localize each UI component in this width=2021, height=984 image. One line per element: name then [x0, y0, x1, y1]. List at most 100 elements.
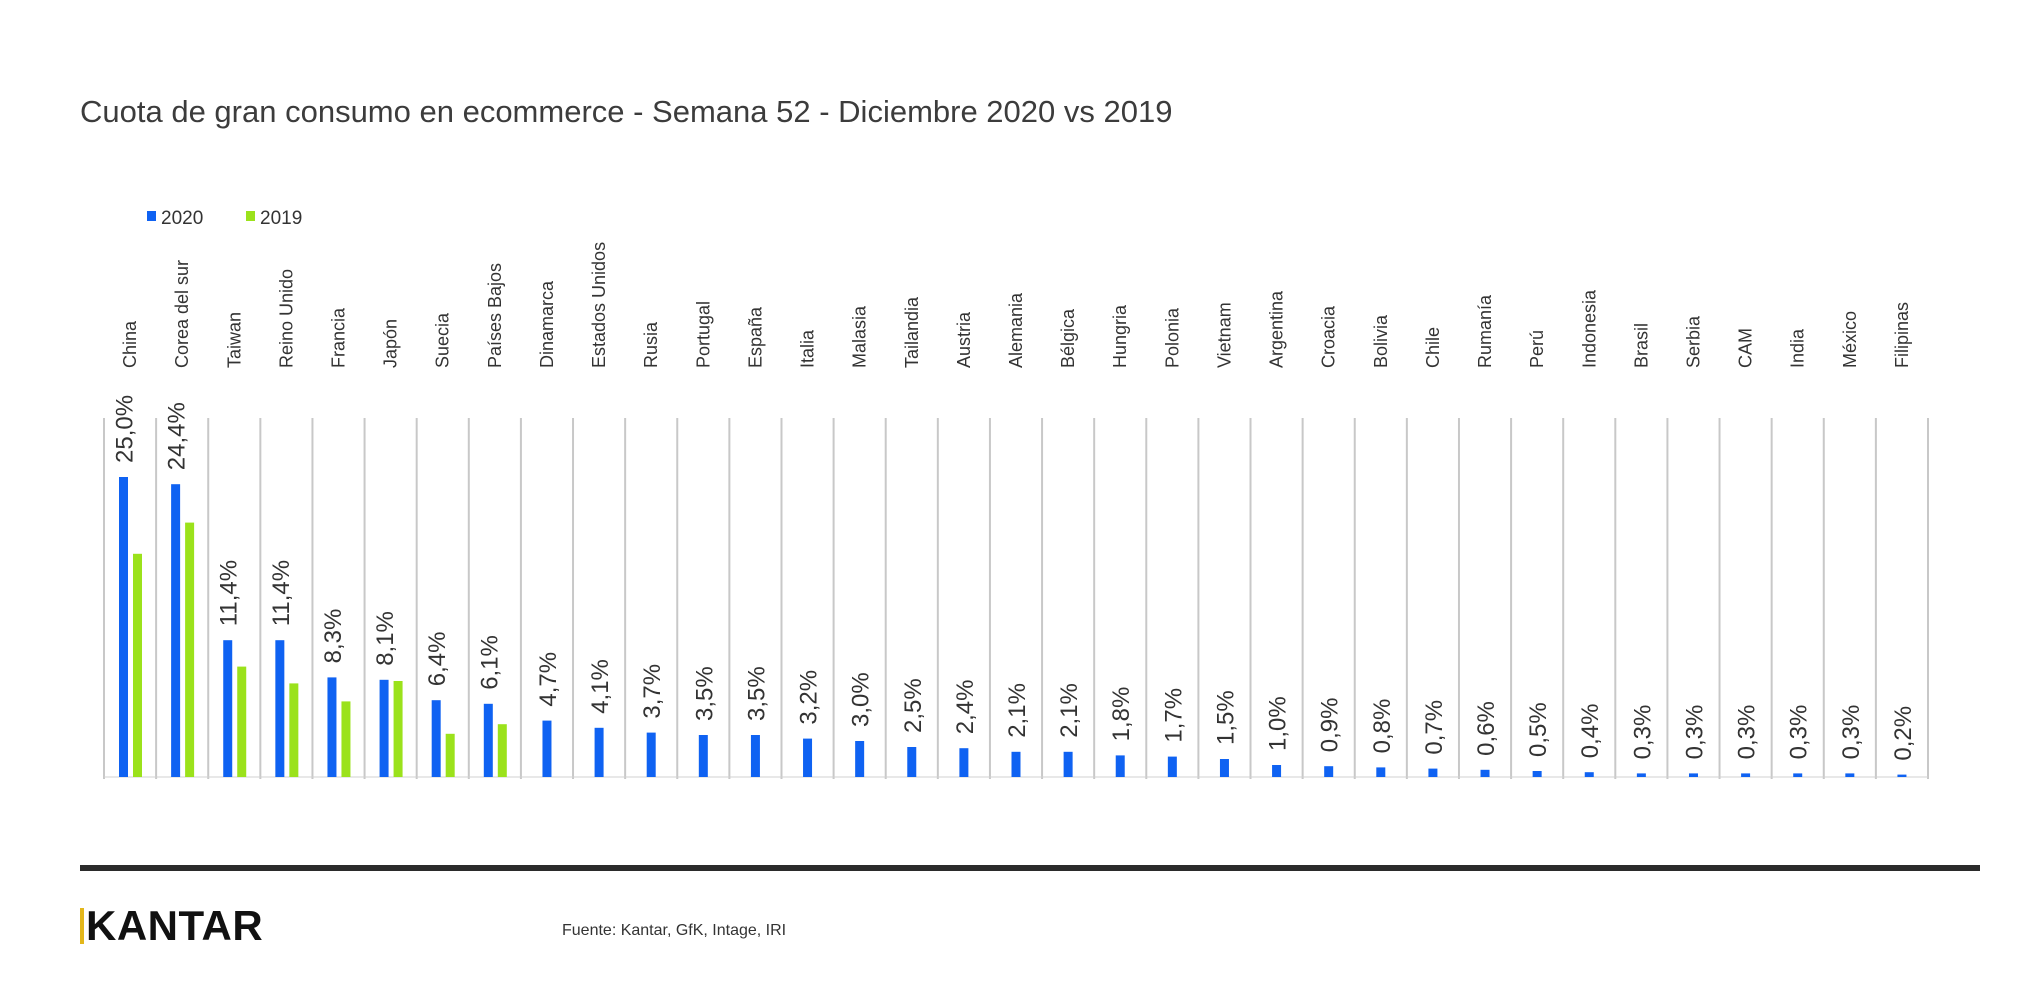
bar-2020 — [959, 748, 969, 777]
category-label: Rumanía — [1475, 294, 1495, 368]
category-label: Serbia — [1683, 315, 1703, 368]
category-label: México — [1840, 311, 1860, 368]
bar-2020 — [803, 738, 813, 777]
data-label-2020: 0,3% — [1838, 705, 1865, 760]
data-label-2020: 0,2% — [1890, 706, 1917, 761]
bar-2020 — [855, 741, 865, 777]
bar-2020 — [1376, 767, 1386, 777]
data-label-2020: 0,6% — [1473, 701, 1500, 756]
bar-2020 — [1219, 759, 1229, 777]
data-label-2020: 3,7% — [639, 664, 666, 719]
data-label-2020: 0,9% — [1317, 697, 1344, 752]
data-label-2020: 0,5% — [1525, 702, 1552, 757]
bar-2020 — [594, 727, 604, 777]
data-label-2020: 0,3% — [1681, 705, 1708, 760]
category-label: Dinamarca — [537, 280, 557, 368]
data-label-2020: 3,5% — [691, 666, 718, 721]
category-label: Perú — [1527, 330, 1547, 368]
data-label-2020: 24,4% — [164, 402, 191, 470]
category-labels: China Corea del sur Taiwan Reino Unido Franc… — [120, 242, 1912, 368]
bar-2019 — [237, 666, 247, 777]
category-label: Filipinas — [1892, 302, 1912, 368]
category-label: Reino Unido — [276, 269, 296, 368]
bar-2020 — [646, 732, 656, 777]
category-label: Taiwan — [224, 312, 244, 368]
bar-chart: 2020 2019 China Corea del sur Taiwan Reino U… — [103, 208, 1929, 779]
footer-divider — [80, 865, 1980, 871]
bar-2020 — [483, 703, 493, 777]
legend-swatch-2020 — [147, 211, 156, 221]
category-label: Corea del sur — [172, 260, 192, 368]
bar-2020 — [223, 640, 233, 777]
bar-2020 — [1793, 773, 1803, 777]
bar-2020 — [1115, 755, 1125, 777]
data-label-2020: 2,1% — [1056, 683, 1083, 738]
category-label: Bolivia — [1371, 314, 1391, 368]
category-label: China — [120, 320, 140, 368]
category-label: Vietnam — [1214, 302, 1234, 368]
chart-title: Cuota de gran consumo en ecommerce - Sem… — [80, 94, 1173, 129]
data-label-2020: 0,4% — [1577, 703, 1604, 758]
data-label-2020: 6,1% — [476, 635, 503, 690]
bar-2020 — [1167, 756, 1177, 777]
legend-label-2020: 2020 — [161, 208, 203, 229]
data-label-2020: 1,0% — [1265, 696, 1292, 751]
category-label: Alemania — [1006, 292, 1026, 368]
bar-2020 — [431, 700, 441, 777]
data-label-2020: 0,3% — [1629, 705, 1656, 760]
category-label: Chile — [1423, 327, 1443, 368]
data-label-2020: 11,4% — [268, 560, 295, 626]
bar-2020 — [1480, 769, 1490, 777]
category-label: Brasil — [1631, 323, 1651, 368]
category-label: Indonesia — [1579, 289, 1599, 368]
logo-text: KANTAR — [86, 902, 264, 949]
category-label: Tailandia — [902, 296, 922, 368]
bar-2019 — [445, 733, 455, 777]
bar-2020 — [119, 477, 128, 777]
legend-label-2019: 2019 — [260, 208, 302, 229]
bar-2020 — [327, 677, 337, 777]
bar-2020 — [1897, 774, 1907, 777]
data-label-2020: 2,1% — [1004, 683, 1031, 738]
bar-2020 — [1688, 773, 1698, 777]
category-label: Hungria — [1110, 304, 1130, 368]
category-label: Bélgica — [1058, 308, 1078, 368]
bar-2019 — [497, 724, 507, 777]
data-labels: 25,0% 24,4% 11,4% 11,4% 8,3% 8,1% 6,4% 6,1% 4,7%… — [112, 395, 1917, 761]
bar-2019 — [393, 681, 403, 777]
bar-2020 — [1063, 751, 1073, 777]
data-label-2020: 3,0% — [848, 672, 875, 727]
bar-2020 — [750, 735, 760, 777]
category-label: Rusia — [641, 321, 661, 368]
data-label-2020: 25,0% — [112, 395, 139, 463]
bar-2020 — [1532, 771, 1542, 777]
legend-swatch-2019 — [246, 211, 255, 221]
category-label: Portugal — [693, 301, 713, 368]
category-label: Suecia — [433, 312, 453, 368]
data-label-2020: 4,7% — [535, 652, 562, 707]
bar-2020 — [1584, 772, 1594, 777]
category-label: Polonia — [1162, 307, 1182, 368]
data-label-2020: 0,7% — [1421, 700, 1448, 755]
data-label-2020: 2,4% — [952, 679, 979, 734]
data-label-2020: 0,3% — [1734, 705, 1761, 760]
data-label-2020: 8,1% — [372, 611, 399, 666]
data-label-2020: 6,4% — [424, 631, 451, 686]
bar-2019 — [185, 522, 195, 777]
category-label: Croacia — [1319, 305, 1339, 368]
category-label: Países Bajos — [485, 263, 505, 368]
category-label: Francia — [329, 307, 349, 368]
bar-2020 — [379, 679, 389, 777]
category-label: Japón — [381, 319, 401, 368]
data-label-2020: 8,3% — [320, 609, 347, 664]
data-label-2020: 3,5% — [743, 666, 770, 721]
bar-2020 — [907, 747, 917, 777]
bar-2020 — [275, 640, 285, 777]
source-note: Fuente: Kantar, GfK, Intage, IRI — [562, 922, 787, 939]
category-label: España — [745, 306, 765, 368]
bar-2020 — [1428, 768, 1438, 777]
category-label: Estados Unidos — [589, 242, 609, 368]
bar-2020 — [171, 484, 181, 777]
bar-2020 — [1324, 766, 1334, 777]
bar-2019 — [133, 553, 142, 777]
